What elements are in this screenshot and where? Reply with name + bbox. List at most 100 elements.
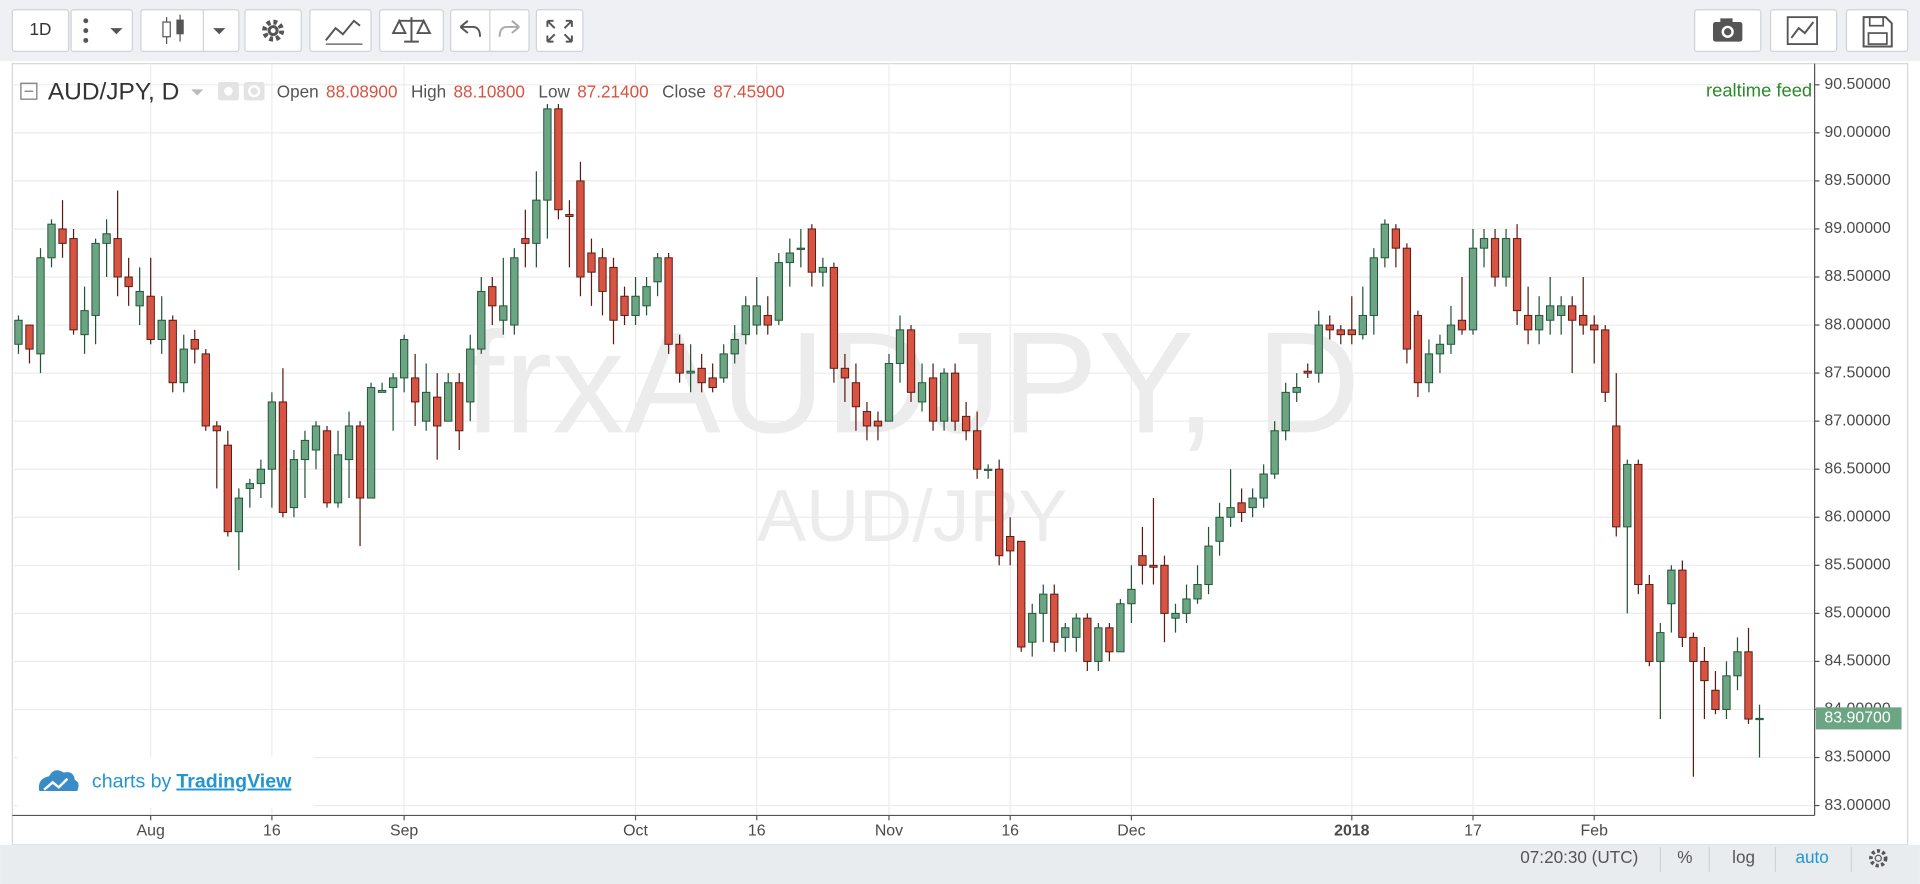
symbol-legend: AUD/JPY, D	[20, 79, 265, 106]
x-tick-label: Sep	[390, 823, 418, 840]
candle-body	[774, 262, 783, 321]
candle-body	[697, 367, 706, 384]
candle-body	[1457, 319, 1467, 331]
x-tick-label: 16	[748, 823, 766, 840]
candle-body	[1744, 651, 1753, 720]
popup-chart-button[interactable]	[1769, 9, 1838, 53]
candle-body	[1083, 617, 1092, 662]
candle-body	[289, 459, 299, 509]
candle-body	[1733, 651, 1742, 677]
grid	[12, 63, 1815, 815]
candle-body	[69, 238, 78, 331]
branding-link[interactable]: TradingView	[176, 771, 292, 793]
format-icon[interactable]	[243, 82, 265, 101]
readout-label: Low	[538, 82, 570, 102]
candle-body	[1226, 507, 1235, 518]
fullscreen-button[interactable]	[535, 9, 584, 53]
candle-body	[1402, 247, 1412, 350]
status-settings[interactable]	[1869, 849, 1888, 868]
candle-body	[433, 396, 442, 427]
interval-button[interactable]: 1D	[11, 9, 70, 53]
candle-body	[1755, 717, 1764, 721]
candle-body	[1435, 343, 1445, 355]
candle-body	[344, 425, 354, 461]
realtime-feed: realtime feed	[1706, 80, 1812, 101]
candle-body	[1215, 516, 1224, 542]
candle-body	[719, 353, 728, 379]
candle-body	[840, 367, 850, 379]
candle-body	[256, 468, 266, 485]
candle-body	[179, 348, 188, 384]
candle-body	[1028, 612, 1037, 643]
candle-body	[543, 108, 552, 201]
candle-body	[466, 348, 475, 403]
candle-body	[1678, 569, 1687, 638]
y-tick-label: 90.50000	[1824, 76, 1890, 93]
candle-body	[1105, 627, 1114, 653]
candle-body	[1700, 660, 1709, 682]
percent-toggle[interactable]: %	[1677, 847, 1692, 867]
candle-body	[157, 319, 166, 340]
indicators-button[interactable]	[309, 9, 372, 53]
settings-button[interactable]	[244, 9, 302, 53]
branding[interactable]: charts by TradingView	[17, 756, 314, 809]
candle-body	[620, 295, 629, 316]
candle-body	[366, 387, 376, 499]
candle-body	[190, 338, 199, 350]
clock: 07:20:30 (UTC)	[1520, 847, 1638, 867]
symbol-title: AUD/JPY, D	[48, 79, 179, 106]
candle-body	[245, 483, 255, 489]
readout-label: Open	[277, 82, 319, 102]
candle-body	[1512, 238, 1522, 312]
candle-body	[565, 214, 574, 217]
y-tick-label: 88.00000	[1824, 316, 1890, 333]
candle-body	[554, 108, 563, 211]
candle-body	[212, 425, 221, 432]
candle-body	[14, 319, 23, 345]
candle-body	[355, 425, 365, 499]
candle-body	[1171, 612, 1180, 619]
candle-body	[796, 247, 805, 250]
interval-label[interactable]: 1D	[30, 19, 52, 39]
save-button[interactable]	[1845, 9, 1909, 53]
candle-body	[1204, 545, 1213, 586]
candle-body	[752, 305, 761, 326]
candle-body	[1248, 497, 1257, 509]
candle-body	[1722, 675, 1731, 710]
candle-body	[499, 305, 508, 321]
y-tick-label: 88.50000	[1824, 268, 1890, 285]
x-tick-label: Oct	[623, 823, 648, 840]
compare-button[interactable]	[379, 9, 444, 53]
candle-body	[532, 199, 541, 244]
candle-body	[1072, 617, 1081, 638]
candle-body	[1303, 370, 1312, 374]
candle-body	[961, 415, 971, 432]
candle-body	[58, 228, 67, 244]
x-tick-label: Dec	[1117, 823, 1145, 840]
candle-body	[1380, 223, 1390, 259]
more-intervals-button[interactable]	[70, 9, 133, 53]
candle-body	[785, 252, 794, 264]
candle-body	[1711, 689, 1720, 710]
y-tick-label: 89.00000	[1824, 220, 1890, 237]
snapshot-button[interactable]	[1694, 9, 1762, 53]
candle-body	[763, 314, 772, 326]
candle-body	[1336, 329, 1345, 336]
undo-redo-buttons[interactable]	[450, 9, 530, 53]
candle-body	[1369, 257, 1379, 316]
candle-body	[322, 430, 332, 504]
last-price-marker	[1815, 707, 1902, 730]
candle-body	[1656, 632, 1665, 662]
y-tick-label: 84.50000	[1824, 653, 1890, 670]
x-tick-label: 2018	[1334, 823, 1370, 840]
chart-style-button[interactable]	[140, 9, 240, 53]
auto-toggle[interactable]: auto	[1795, 847, 1828, 867]
collapse-icon[interactable]	[20, 82, 38, 100]
y-tick-label: 85.50000	[1824, 557, 1890, 574]
candle-body	[135, 290, 144, 307]
candle-body	[1501, 238, 1511, 278]
candle-body	[730, 338, 739, 355]
candle-body	[422, 391, 431, 422]
log-toggle[interactable]: log	[1732, 847, 1755, 867]
candle-body	[1490, 238, 1500, 278]
